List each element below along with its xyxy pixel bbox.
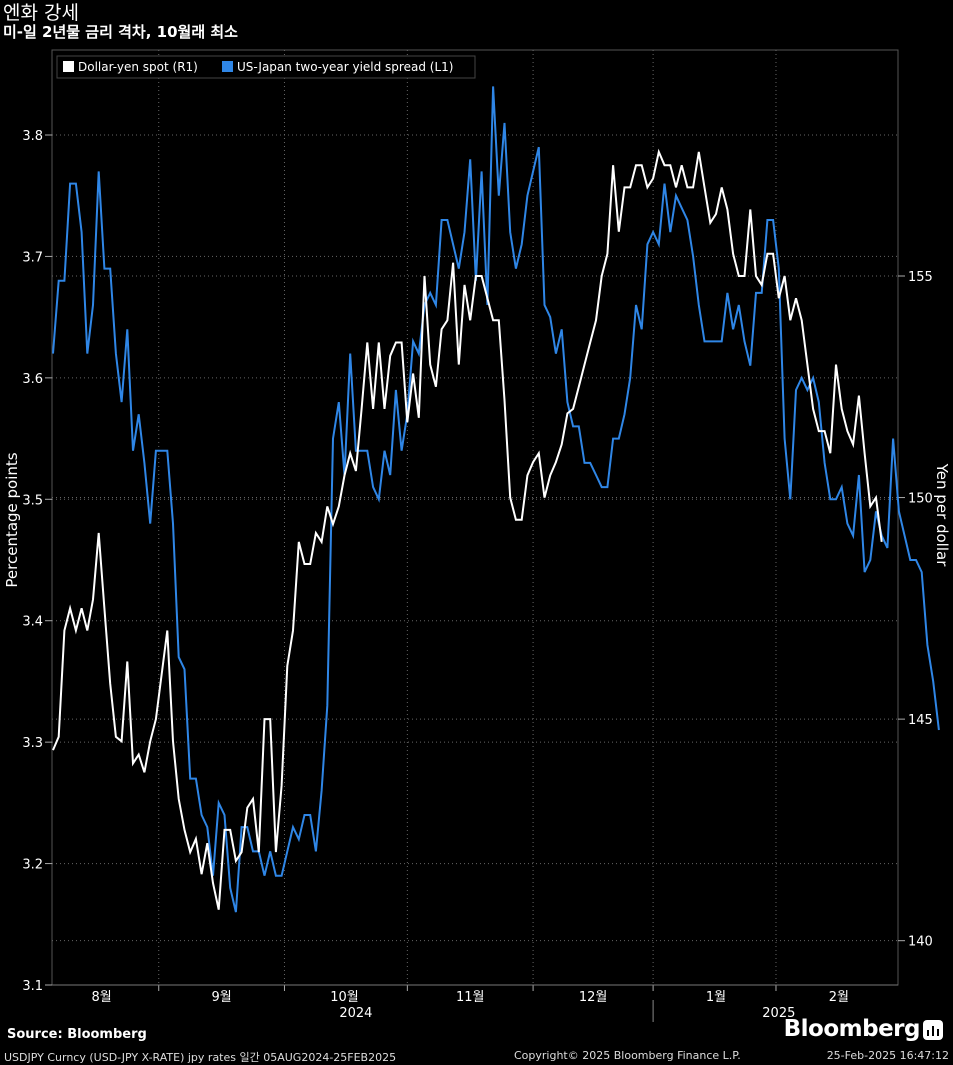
left-tick-label: 3.5 [22,493,43,508]
chart-title: 엔화 강세 [3,2,79,24]
legend: Dollar-yen spot (R1) US-Japan two-year y… [56,55,476,79]
month-label: 9월 [211,990,231,1005]
left-tick-label: 3.6 [22,372,43,387]
legend-swatch-spread [222,61,233,72]
month-separators [158,50,777,991]
right-tick-label: 145 [908,713,933,728]
query-text: USDJPY Curncy (USD-JPY X-RATE) jpy rates… [4,1051,397,1064]
month-label: 8월 [91,990,111,1005]
legend-label-spot: Dollar-yen spot (R1) [78,60,198,74]
year-label: 2024 [339,1006,372,1021]
source-note: Source: Bloomberg [7,1027,147,1042]
month-label: 11월 [456,990,485,1005]
left-axis-label: Percentage points [3,452,21,587]
timestamp-text: 25-Feb-2025 16:47:12 [826,1049,949,1062]
left-axis-ticks: 3.1 3.2 3.3 3.4 3.5 3.6 3.7 3.8 [22,129,52,994]
plot-frame [51,49,899,986]
series-line-yield-spread [52,86,940,913]
left-tick-label: 3.2 [22,858,43,873]
right-tick-label: 140 [908,935,933,950]
month-label: 1월 [706,990,726,1005]
x-axis-labels: 8월 9월 10월 11월 12월 1월 2월 2024 2025 [91,990,849,1021]
legend-swatch-spot [63,61,74,72]
left-tick-label: 3.3 [22,736,43,751]
left-tick-label: 3.1 [22,979,43,994]
month-label: 10월 [330,990,359,1005]
left-tick-label: 3.4 [22,615,43,630]
month-label: 12월 [579,990,608,1005]
right-tick-label: 150 [908,492,933,507]
series-line-dollar-yen [52,148,883,910]
left-tick-label: 3.7 [22,250,43,265]
year-label: 2025 [762,1006,795,1021]
chart-subtitle: 미-일 2년물 금리 격차, 10월래 최소 [3,23,238,41]
month-label: 2월 [829,990,849,1005]
legend-label-spread: US-Japan two-year yield spread (L1) [237,60,453,74]
right-axis-label: Yen per dollar [933,463,951,568]
right-tick-label: 155 [908,270,933,285]
right-axis-ticks: 140 145 150 155 [898,270,933,950]
bloomberg-terminal-icon [923,1020,943,1040]
copyright-text: Copyright© 2025 Bloomberg Finance L.P. [514,1049,741,1062]
left-tick-label: 3.8 [22,129,43,144]
bloomberg-logo: Bloomberg [783,1016,921,1042]
